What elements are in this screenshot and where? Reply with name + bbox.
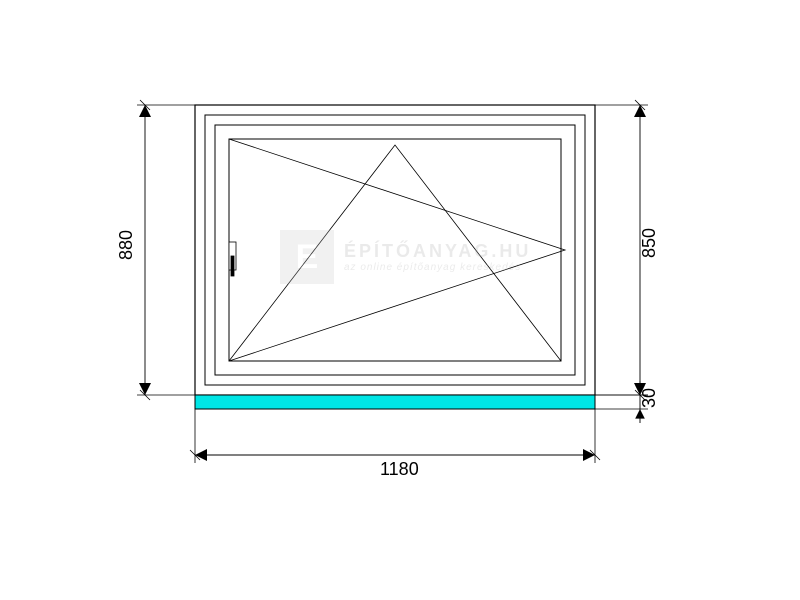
drawing-canvas: 880850301180 E ÉPÍTŐANYAG.HU az online é… [0, 0, 800, 600]
svg-text:850: 850 [639, 228, 659, 258]
svg-text:30: 30 [639, 388, 659, 408]
svg-text:1180: 1180 [380, 459, 419, 479]
svg-text:880: 880 [116, 230, 136, 260]
drawing-svg: 880 850 30 1180 [0, 0, 800, 600]
